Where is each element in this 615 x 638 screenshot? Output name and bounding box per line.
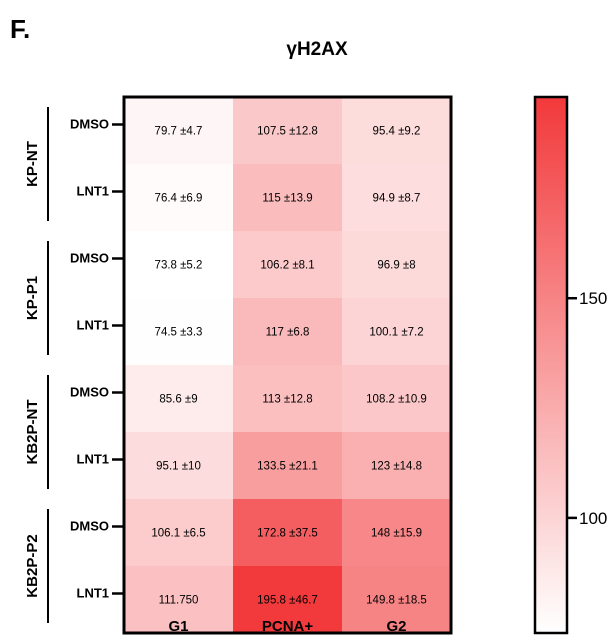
cell-value-label: 148 ±15.9 xyxy=(371,528,422,540)
cell-value-label: 117 ±6.8 xyxy=(266,327,310,339)
heatmap-cell xyxy=(342,298,452,366)
column-label: G2 xyxy=(386,618,406,635)
colorbar-tick-label: 150 xyxy=(579,289,607,308)
heatmap-cell xyxy=(233,298,343,366)
cell-value-label: 111.750 xyxy=(159,595,199,607)
cell-value-label: 85.6 ±9 xyxy=(159,394,197,406)
cell-value-label: 195.8 ±46.7 xyxy=(257,595,318,607)
row-label: DMSO xyxy=(70,117,109,132)
row-label: LNT1 xyxy=(77,184,110,199)
group-label: KP-NT xyxy=(24,141,41,187)
cell-value-label: 73.8 ±5.2 xyxy=(155,260,203,272)
cell-value-label: 79.7 ±4.7 xyxy=(155,126,203,138)
row-labels: DMSO LNT1 DMSO LNT1 DMSO LNT1 DMSO LNT1 xyxy=(70,117,124,601)
heatmap-cell xyxy=(124,365,234,433)
heatmap-cell xyxy=(233,432,343,500)
column-label: PCNA+ xyxy=(262,618,314,635)
row-label: DMSO xyxy=(70,519,109,534)
heatmap-cell xyxy=(233,231,343,299)
heatmap-cell xyxy=(233,164,343,232)
chart-title: γH2AX xyxy=(286,39,348,60)
row-label: DMSO xyxy=(70,385,109,400)
column-label: G1 xyxy=(168,618,188,635)
heatmap-cell xyxy=(124,566,234,634)
heatmap-cell xyxy=(342,499,452,567)
cell-value-label: 76.4 ±6.9 xyxy=(155,193,203,205)
cell-value-label: 149.8 ±18.5 xyxy=(366,595,427,607)
heatmap-frame xyxy=(122,95,453,635)
row-label: DMSO xyxy=(70,251,109,266)
heatmap-cell xyxy=(342,365,452,433)
cell-value-label: 123 ±14.8 xyxy=(371,461,422,473)
cell-value-label: 96.9 ±8 xyxy=(377,260,415,272)
heatmap-cell xyxy=(233,566,343,634)
cell-value-label: 133.5 ±21.1 xyxy=(257,461,318,473)
group-label: KB2P-P2 xyxy=(24,534,41,597)
cell-value-label: 108.2 ±10.9 xyxy=(366,394,427,406)
colorbar xyxy=(533,95,569,635)
cell-value-label: 106.1 ±6.5 xyxy=(151,528,205,540)
cell-value-label: 172.8 ±37.5 xyxy=(257,528,318,540)
heatmap-cell xyxy=(342,432,452,500)
heatmap-cell xyxy=(342,97,452,165)
heatmap-cell xyxy=(233,365,343,433)
heatmap-cell xyxy=(342,231,452,299)
heatmap-cell xyxy=(233,499,343,567)
row-label: LNT1 xyxy=(77,452,110,467)
cell-value-label: 106.2 ±8.1 xyxy=(260,260,314,272)
cell-value-label: 95.4 ±9.2 xyxy=(373,126,421,138)
row-label: LNT1 xyxy=(77,586,110,601)
column-labels: G1 PCNA+ G2 xyxy=(168,618,406,635)
heatmap-cell xyxy=(124,499,234,567)
cell-value-label: 94.9 ±8.7 xyxy=(373,193,421,205)
row-label: LNT1 xyxy=(77,318,110,333)
heatmap-cell xyxy=(124,298,234,366)
colorbar-tick-label: 100 xyxy=(579,509,607,528)
heatmap-cell xyxy=(124,97,234,165)
cell-value-label: 100.1 ±7.2 xyxy=(369,327,423,339)
heatmap-cell xyxy=(342,164,452,232)
group-labels: KP-NT KP-P1 KB2P-NT KB2P-P2 xyxy=(24,107,49,623)
cell-value-label: 107.5 ±12.8 xyxy=(257,126,318,138)
heatmap-cell xyxy=(233,97,343,165)
cell-value-label: 74.5 ±3.3 xyxy=(155,327,203,339)
heatmap-cell xyxy=(124,164,234,232)
cell-value-label: 113 ±12.8 xyxy=(262,394,312,406)
group-label: KB2P-NT xyxy=(24,399,41,464)
panel-letter: F. xyxy=(10,14,30,44)
colorbar-ticks: 100 150 xyxy=(567,289,607,528)
group-label: KP-P1 xyxy=(24,276,41,320)
cell-value-label: 115 ±13.9 xyxy=(262,193,312,205)
heatmap-cell xyxy=(342,566,452,634)
heatmap-cell xyxy=(124,432,234,500)
heatmap-cell xyxy=(124,231,234,299)
heatmap-cells: 79.7 ±4.7 107.5 ±12.8 95.4 ±9.2 76.4 ±6.9 11… xyxy=(124,97,452,634)
cell-value-label: 95.1 ±10 xyxy=(156,461,201,473)
